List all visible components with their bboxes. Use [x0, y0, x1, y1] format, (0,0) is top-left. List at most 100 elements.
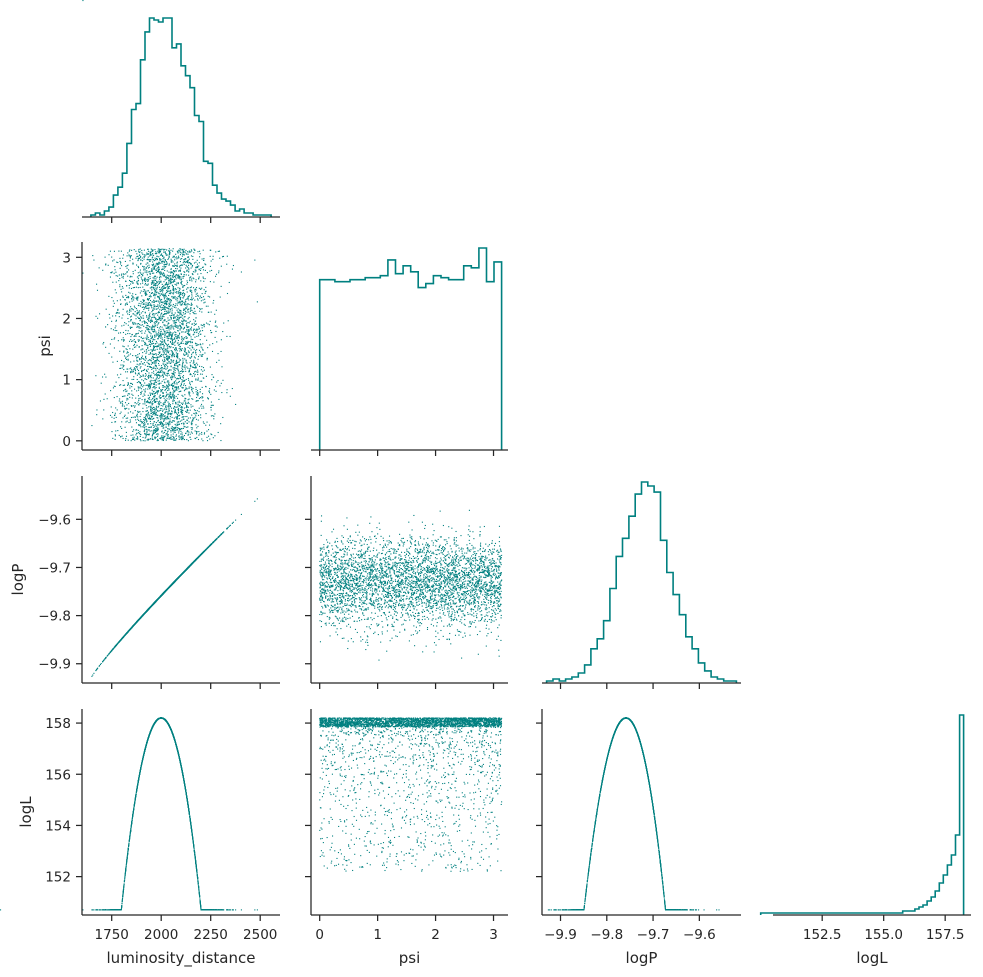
scatter-point: [220, 423, 222, 425]
scatter-point: [190, 356, 193, 358]
scatter-point: [152, 411, 154, 413]
scatter-point: [158, 311, 161, 313]
scatter-point: [129, 256, 131, 258]
scatter-point: [213, 415, 215, 417]
scatter-point: [170, 365, 172, 367]
scatter-point: [162, 291, 164, 293]
scatter-point: [222, 416, 224, 419]
scatter-point: [168, 409, 170, 411]
scatter-point: [175, 332, 177, 334]
scatter-point: [132, 287, 134, 289]
scatter-point: [160, 314, 162, 316]
scatter-point: [198, 411, 200, 413]
scatter-point: [166, 393, 168, 395]
scatter-point: [181, 379, 183, 381]
scatter-point: [169, 298, 171, 300]
scatter-point: [215, 320, 217, 322]
scatter-point: [139, 438, 141, 441]
scatter-point: [166, 394, 168, 396]
scatter-point: [155, 365, 157, 367]
scatter-point: [146, 334, 148, 336]
scatter-point: [152, 324, 154, 326]
scatter-point: [162, 392, 164, 394]
scatter-point: [139, 317, 141, 319]
scatter-point: [172, 427, 174, 429]
scatter-point: [158, 267, 160, 269]
scatter-point: [185, 249, 187, 252]
scatter-point: [199, 295, 201, 297]
scatter-point: [144, 278, 146, 280]
scatter-point: [146, 413, 148, 415]
scatter-point: [188, 322, 190, 324]
scatter-point: [163, 341, 165, 343]
scatter-point: [147, 336, 149, 339]
scatter-point: [163, 313, 165, 315]
scatter-point: [147, 299, 150, 301]
scatter-point: [158, 293, 160, 295]
scatter-point: [174, 348, 176, 350]
scatter-point: [160, 353, 162, 355]
scatter-point: [171, 309, 173, 311]
scatter-point: [158, 369, 160, 371]
scatter-point: [180, 390, 182, 392]
scatter-point: [161, 422, 163, 424]
scatter-point: [128, 311, 130, 313]
scatter-point: [171, 334, 173, 336]
scatter-point: [132, 321, 134, 323]
scatter-point: [151, 270, 153, 272]
scatter-point: [166, 345, 168, 347]
scatter-point: [134, 322, 136, 324]
scatter-point: [152, 261, 154, 263]
scatter-point: [164, 263, 167, 265]
scatter-point: [147, 386, 149, 388]
scatter-point: [138, 346, 140, 348]
scatter-point: [195, 386, 197, 388]
scatter-point: [135, 438, 137, 440]
scatter-point: [144, 277, 146, 279]
scatter-point: [158, 343, 160, 345]
scatter-point: [136, 312, 138, 315]
scatter-point: [152, 380, 154, 382]
scatter-point: [148, 353, 150, 355]
scatter-point: [122, 331, 124, 334]
scatter-point: [146, 431, 148, 433]
scatter-point: [159, 298, 161, 300]
scatter-point: [140, 300, 142, 302]
scatter-point: [173, 420, 176, 422]
scatter-point: [151, 280, 154, 282]
scatter-point: [115, 292, 117, 294]
scatter-point: [173, 273, 175, 275]
scatter-point: [133, 438, 135, 440]
scatter-point: [167, 386, 169, 388]
scatter-point: [155, 335, 157, 337]
scatter-point: [119, 412, 121, 415]
scatter-point: [159, 259, 161, 261]
scatter-point: [194, 373, 196, 375]
scatter-point: [182, 297, 184, 299]
scatter-point: [182, 248, 184, 251]
scatter-point: [188, 371, 190, 373]
scatter-point: [156, 300, 158, 302]
scatter-point: [188, 299, 190, 301]
scatter-point: [193, 248, 195, 250]
scatter-point: [175, 426, 177, 429]
scatter-point: [165, 395, 167, 397]
scatter-point: [174, 280, 176, 282]
scatter-point: [156, 360, 158, 362]
scatter-point: [165, 439, 167, 441]
scatter-point: [144, 341, 146, 343]
scatter-point: [182, 340, 184, 342]
scatter-point: [152, 367, 154, 369]
scatter-point: [201, 347, 203, 349]
scatter-point: [180, 370, 182, 373]
scatter-point: [192, 366, 194, 368]
scatter-point: [162, 439, 165, 441]
scatter-point: [199, 308, 201, 310]
scatter-point: [148, 298, 150, 301]
scatter-point: [136, 432, 138, 434]
scatter-point: [174, 397, 176, 399]
scatter-point: [152, 358, 154, 360]
scatter-point: [164, 293, 167, 295]
scatter-point: [135, 297, 137, 299]
scatter-point: [143, 421, 146, 423]
